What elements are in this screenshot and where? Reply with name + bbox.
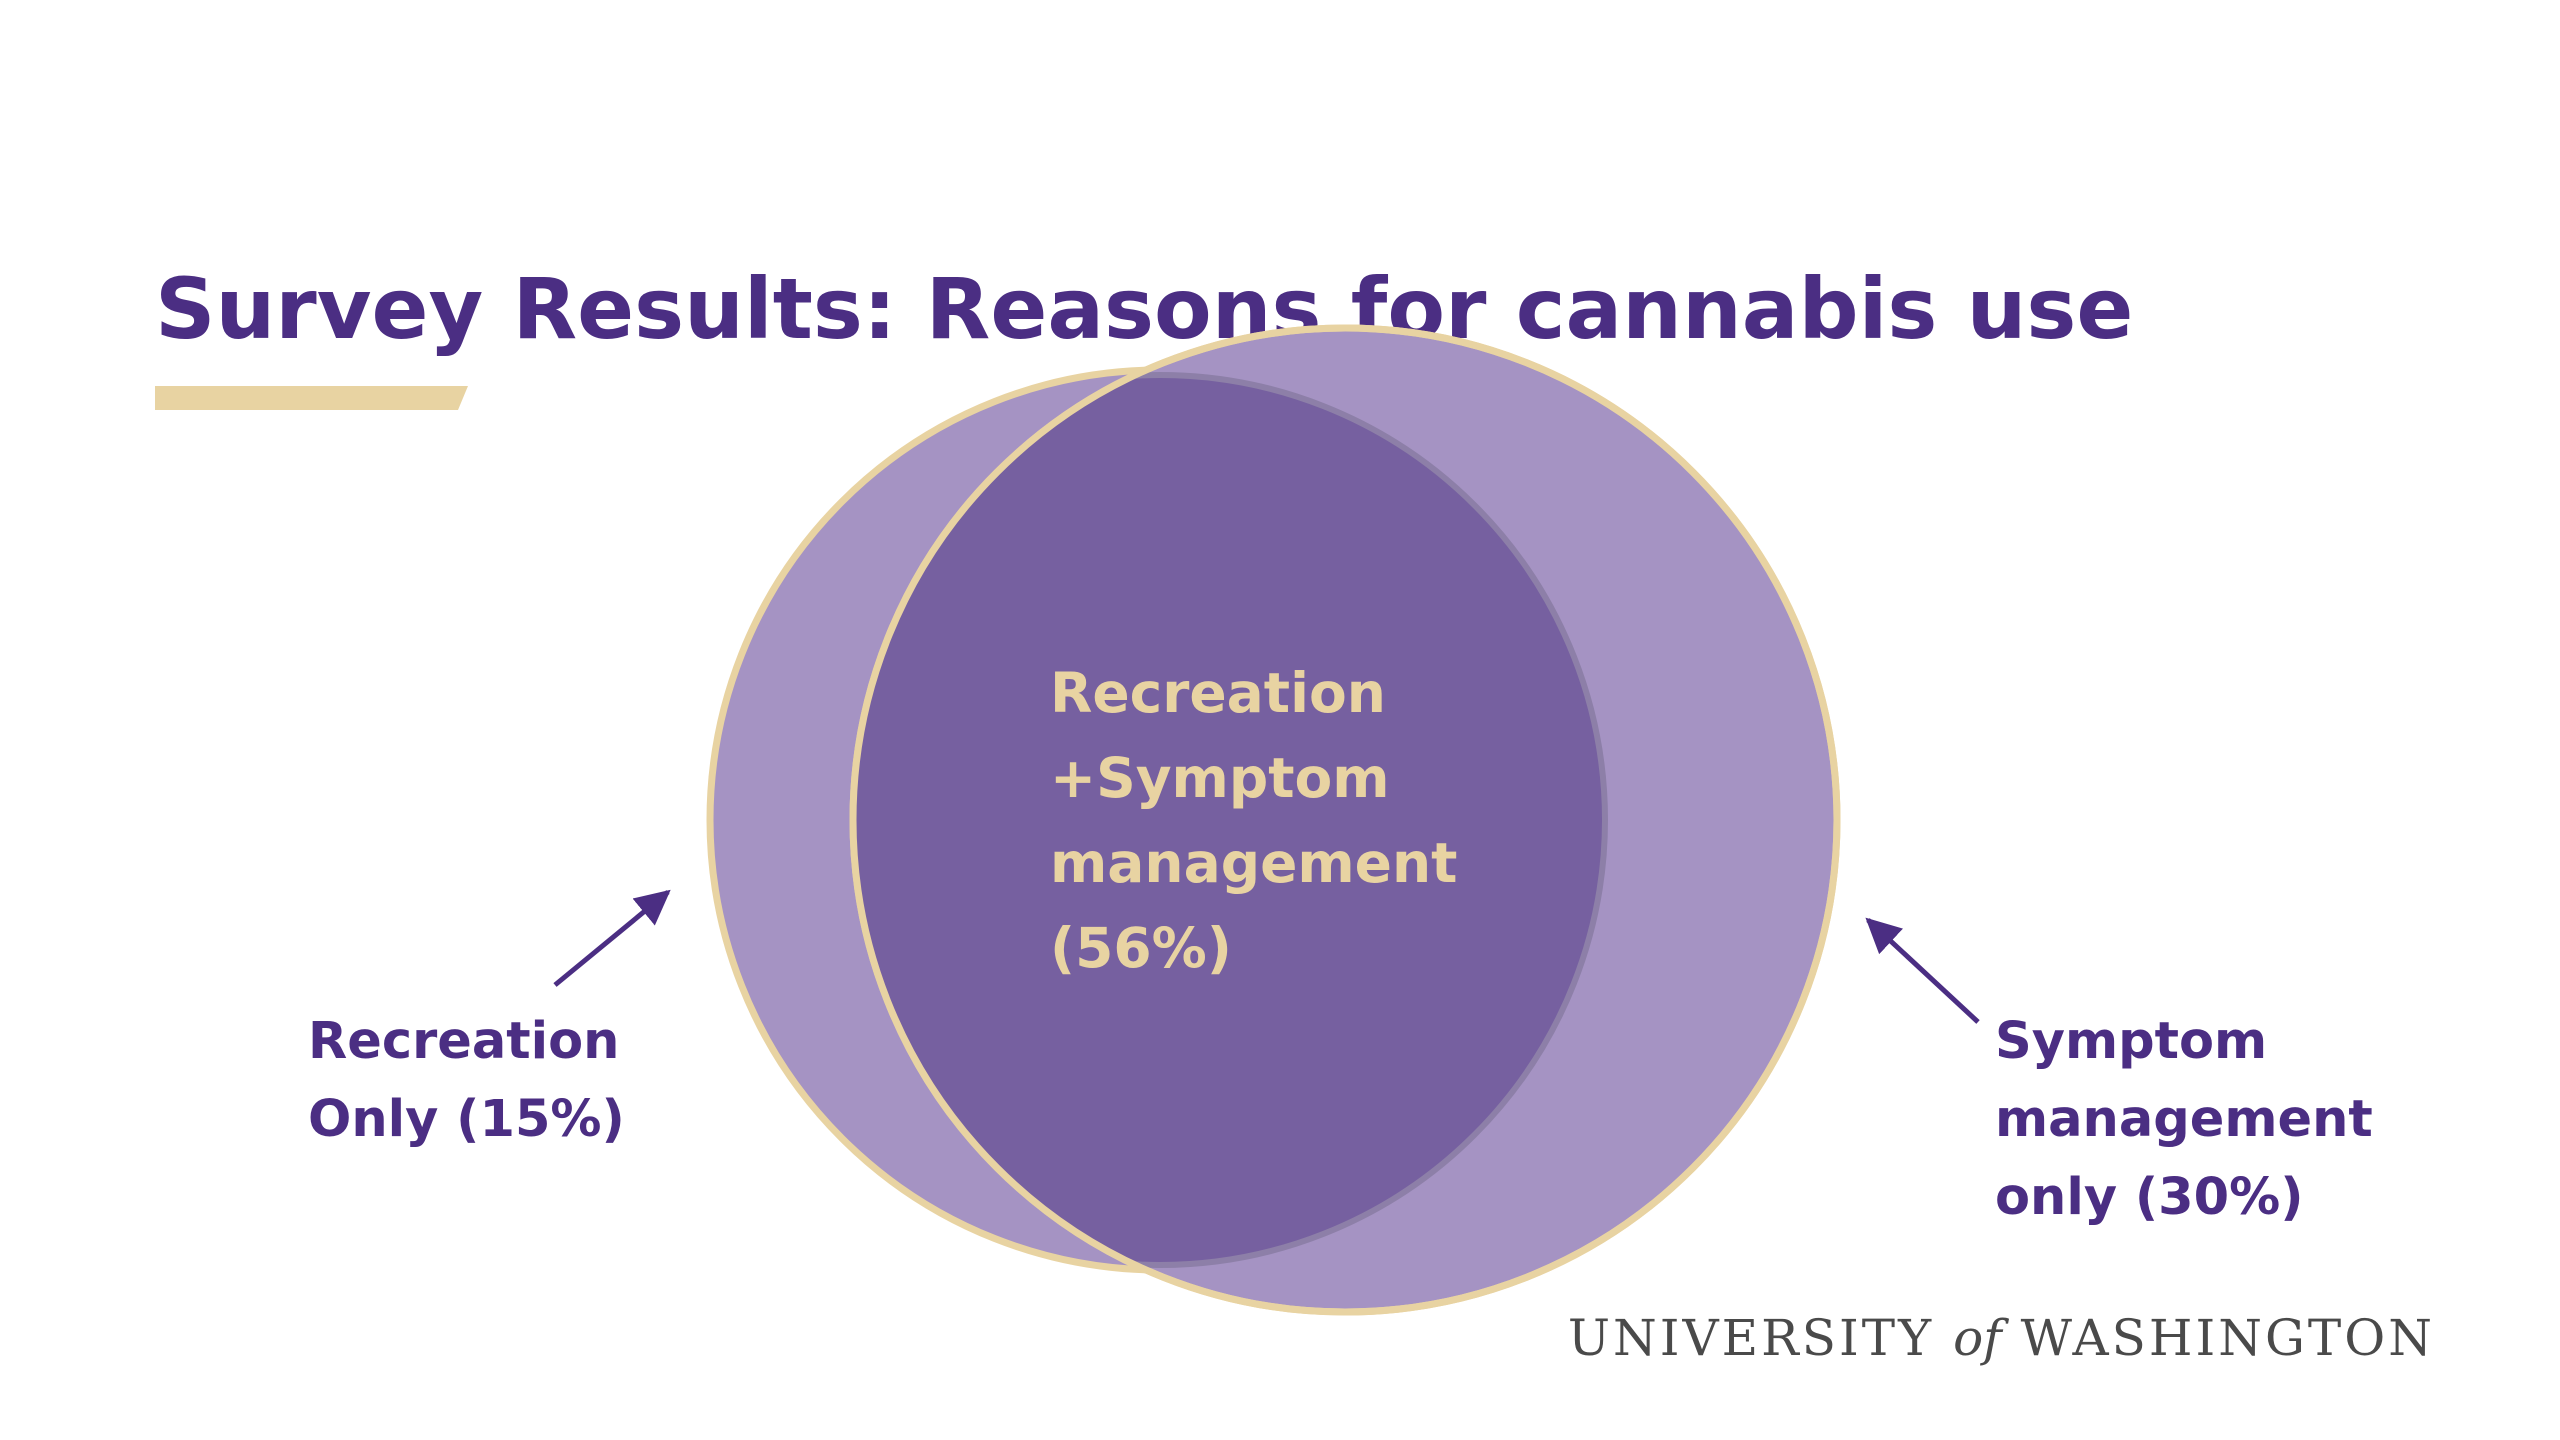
symptom-only-label-line-1: Symptom (1995, 1012, 2267, 1071)
symptom-only-label: Symptom management only (30%) (1995, 1012, 2373, 1227)
overlap-label-line-4: (56%) (1050, 916, 1232, 980)
slide-title: Survey Results: Reasons for cannabis use (155, 260, 2133, 358)
logo-part-washington: WASHINGTON (2021, 1309, 2435, 1367)
venn-diagram (706, 324, 1841, 1316)
overlap-label: Recreation +Symptom management (56%) (1050, 661, 1457, 980)
title-underline (155, 386, 468, 410)
university-logo: UNIVERSITY of WASHINGTON (1568, 1309, 2435, 1367)
circle-symptom-outline (849, 324, 1841, 1316)
symptom-only-arrow (1865, 917, 1980, 1024)
recreation-only-label-line-2: Only (15%) (308, 1090, 625, 1149)
symptom-only-label-line-2: management (1995, 1090, 2373, 1149)
logo-part-of: of (1953, 1309, 2009, 1367)
overlap-label-line-3: management (1050, 831, 1457, 895)
overlap-label-line-2: +Symptom (1050, 746, 1390, 810)
overlap-inner-edge (853, 372, 1608, 1268)
recreation-only-arrow (553, 889, 671, 987)
logo-part-university: UNIVERSITY (1568, 1309, 1934, 1367)
recreation-only-label-line-1: Recreation (308, 1012, 619, 1071)
symptom-only-label-line-3: only (30%) (1995, 1168, 2304, 1227)
recreation-only-label: Recreation Only (15%) (308, 1012, 625, 1149)
overlap-region (853, 375, 1605, 1265)
overlap-label-line-1: Recreation (1050, 661, 1386, 725)
